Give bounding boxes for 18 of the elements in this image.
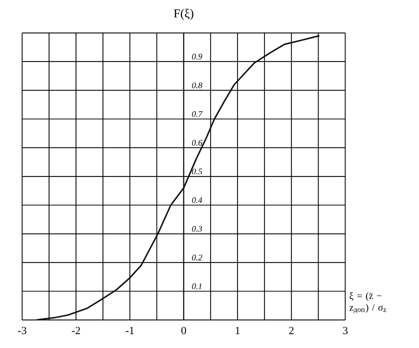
y-tick-label: 0.5 xyxy=(192,168,202,174)
y-tick-label: 0.7 xyxy=(192,111,203,117)
x-tick-label: 3 xyxy=(343,326,348,334)
y-tick-label: 0.1 xyxy=(192,283,202,290)
y-tick-label: 0.8 xyxy=(192,82,202,88)
x-tick-label: -1 xyxy=(126,326,134,334)
x-tick-label: 0 xyxy=(181,326,186,334)
y-tick-label: 0.9 xyxy=(192,54,202,60)
y-axis-title: F(ξ) xyxy=(174,8,194,20)
y-tick-label: 0.3 xyxy=(192,226,202,232)
x-tick-label: 2 xyxy=(289,326,294,334)
y-tick-label: 0.6 xyxy=(192,140,202,146)
y-tick-label: 0.2 xyxy=(192,254,202,260)
x-tick-label: -2 xyxy=(72,326,80,334)
x-axis-title: ξ = (z̄ − z$_{доп}$) / σ$_{z}$ xyxy=(350,292,386,314)
x-tick-label: 1 xyxy=(236,326,240,334)
x-tick-label: -3 xyxy=(18,326,26,334)
y-tick-label: 0.4 xyxy=(192,197,202,204)
